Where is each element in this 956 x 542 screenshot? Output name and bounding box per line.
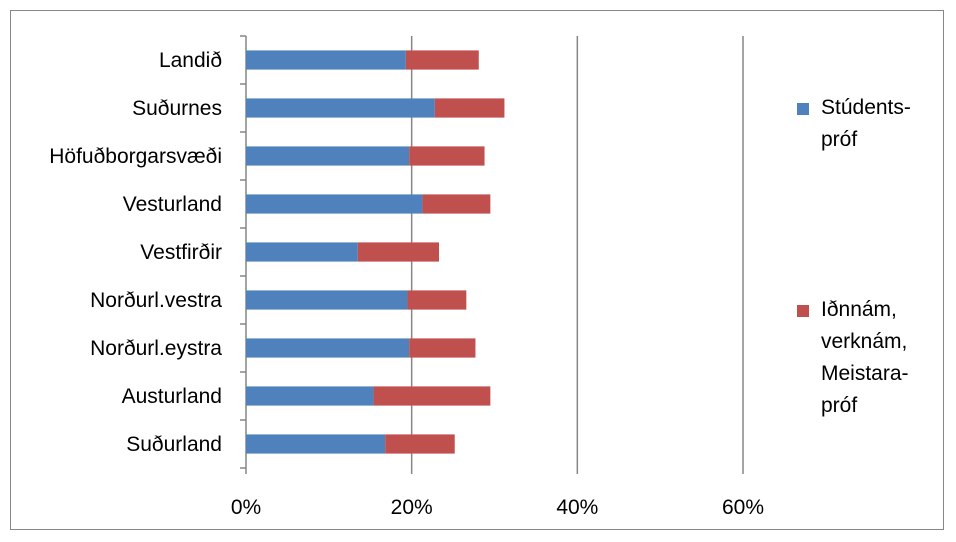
bar-series-2 (385, 434, 455, 454)
bar-series-2 (405, 50, 479, 70)
x-tick-label: 60% (722, 496, 764, 519)
x-tick-label: 20% (391, 496, 433, 519)
bar-series-1 (246, 386, 374, 406)
bar-series-1 (246, 434, 386, 454)
x-tick-label: 40% (556, 496, 598, 519)
chart-frame (10, 10, 944, 530)
x-tick-label: 0% (231, 496, 261, 519)
bar-series-1 (246, 146, 410, 166)
bar-series-2 (409, 338, 476, 358)
category-label: Suðurnes (132, 97, 222, 120)
bar-series-1 (246, 50, 406, 70)
category-label: Landið (159, 49, 222, 72)
bar-series-1 (246, 290, 408, 310)
legend-swatch-series-1 (797, 103, 809, 115)
legend-swatch-series-2 (797, 305, 809, 317)
bar-series-1 (246, 338, 410, 358)
category-label: Vesturland (123, 193, 222, 216)
category-label: Austurland (122, 385, 222, 408)
category-label: Norðurl.vestra (90, 289, 222, 312)
category-label: Höfuðborgarsvæði (49, 145, 222, 168)
bar-series-2 (407, 290, 467, 310)
legend-label-series-2: Iðnnám, verknám, Meistara- próf (821, 298, 909, 417)
legend-label-series-1: Stúdents- próf (821, 96, 911, 151)
bar-series-2 (409, 146, 485, 166)
category-label: Vestfirðir (140, 241, 222, 264)
bar-series-1 (246, 242, 358, 262)
bar-series-2 (373, 386, 491, 406)
category-label: Norðurl.eystra (90, 337, 222, 360)
bar-series-2 (422, 194, 491, 214)
category-label: Suðurland (126, 433, 222, 456)
bar-series-2 (434, 98, 505, 118)
bar-series-1 (246, 194, 423, 214)
bar-series-2 (357, 242, 440, 262)
bar-series-1 (246, 98, 435, 118)
